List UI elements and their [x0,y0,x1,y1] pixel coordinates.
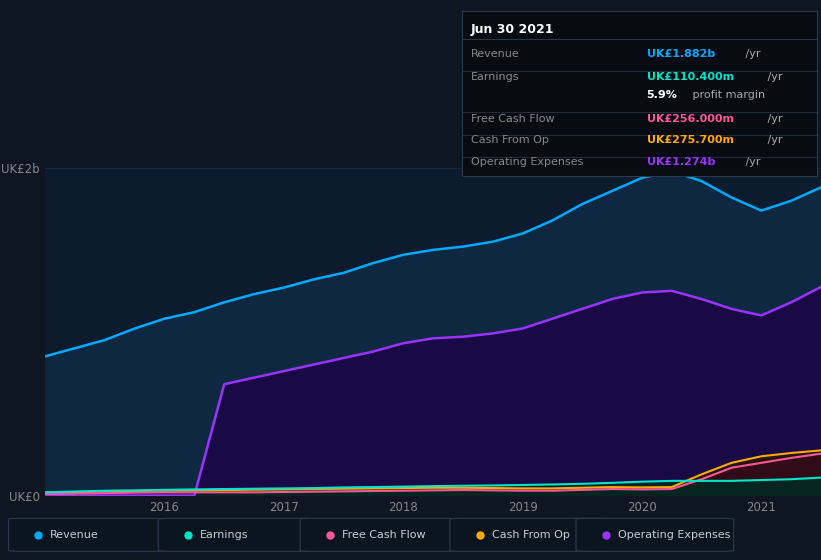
Text: Earnings: Earnings [200,530,249,540]
Text: Jun 30 2021: Jun 30 2021 [471,23,555,36]
Text: /yr: /yr [742,157,761,166]
FancyBboxPatch shape [576,518,734,552]
Text: UK£110.400m: UK£110.400m [647,72,734,82]
FancyBboxPatch shape [300,518,458,552]
Text: Operating Expenses: Operating Expenses [471,157,584,166]
Text: Free Cash Flow: Free Cash Flow [471,114,555,124]
Text: Earnings: Earnings [471,72,520,82]
Text: UK£1.882b: UK£1.882b [647,49,715,59]
Text: /yr: /yr [764,135,782,145]
Text: 5.9%: 5.9% [647,91,677,100]
Text: Operating Expenses: Operating Expenses [617,530,730,540]
FancyBboxPatch shape [8,518,166,552]
FancyBboxPatch shape [158,518,316,552]
Text: UK£275.700m: UK£275.700m [647,135,734,145]
Text: /yr: /yr [764,72,782,82]
Text: /yr: /yr [764,114,782,124]
Text: /yr: /yr [742,49,761,59]
Text: UK£256.000m: UK£256.000m [647,114,734,124]
Text: profit margin: profit margin [689,91,765,100]
Text: Cash From Op: Cash From Op [492,530,570,540]
Text: Revenue: Revenue [471,49,520,59]
Text: Cash From Op: Cash From Op [471,135,549,145]
Text: Revenue: Revenue [50,530,99,540]
Text: UK£1.274b: UK£1.274b [647,157,715,166]
Text: Free Cash Flow: Free Cash Flow [342,530,425,540]
FancyBboxPatch shape [450,518,608,552]
